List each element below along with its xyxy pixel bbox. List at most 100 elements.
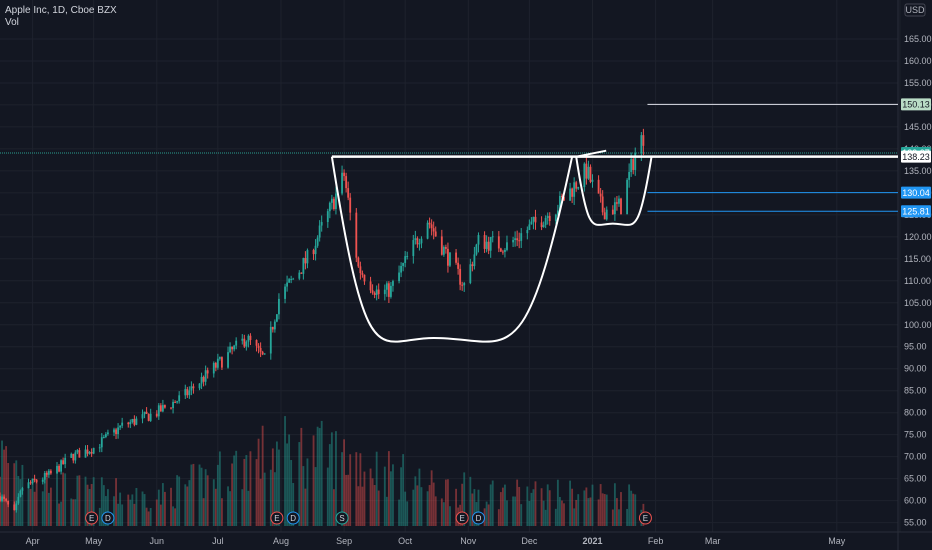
volume-bar xyxy=(599,484,602,526)
candle-body xyxy=(231,346,234,350)
candle-body xyxy=(489,237,492,251)
candle-body xyxy=(485,241,488,249)
candle-body xyxy=(483,235,486,249)
candle-body xyxy=(235,340,238,346)
candle-body xyxy=(47,470,50,475)
volume-bar xyxy=(119,492,122,526)
candle-body xyxy=(157,405,160,417)
volume-bar xyxy=(373,485,376,526)
candle-body xyxy=(131,418,134,423)
volume-bar xyxy=(206,475,209,526)
x-tick-label: Jul xyxy=(212,536,224,546)
candle-body xyxy=(84,449,87,458)
candle-body xyxy=(583,163,586,188)
earnings-marker-label: E xyxy=(274,514,279,523)
horizontal-levels[interactable] xyxy=(0,103,898,212)
candle-body xyxy=(499,248,502,252)
candle-body xyxy=(554,214,557,221)
volume-bar xyxy=(390,471,392,526)
dividend-marker-label: D xyxy=(476,514,482,523)
candle-body xyxy=(491,236,494,238)
dividend-marker xyxy=(286,511,300,525)
candle-body xyxy=(363,274,366,282)
volume-bar xyxy=(62,472,65,526)
volume-bar xyxy=(618,509,620,526)
candle-body xyxy=(469,264,472,283)
candle-body xyxy=(385,283,388,290)
x-tick-label: Feb xyxy=(648,536,664,546)
dividend-marker-label: D xyxy=(290,514,296,523)
candle-body xyxy=(428,222,431,225)
candle-body xyxy=(330,198,333,203)
candle-body xyxy=(45,472,48,475)
volume-bar xyxy=(491,480,494,526)
candle-body xyxy=(383,289,386,295)
candle-body xyxy=(406,256,409,258)
volume-bar xyxy=(613,483,616,526)
candle-body xyxy=(532,216,535,222)
candle-body xyxy=(273,321,276,330)
candle-body xyxy=(302,257,305,274)
volume-bar xyxy=(316,426,319,526)
volume-bar xyxy=(233,455,236,526)
candle-body xyxy=(102,437,105,439)
candle-body xyxy=(155,413,158,417)
volume-bar xyxy=(261,425,264,526)
candle-body xyxy=(416,238,419,245)
volume-bar xyxy=(221,498,223,526)
volume-bar xyxy=(192,463,195,526)
volume-bar xyxy=(284,416,286,526)
cup-and-handle-drawing[interactable] xyxy=(330,149,653,343)
volume-bar xyxy=(147,511,150,526)
volume-bar xyxy=(74,499,77,526)
candle-body xyxy=(278,298,280,315)
price-tag xyxy=(901,150,931,163)
symbol-title[interactable]: Apple Inc, 1D, Cboe BZX xyxy=(5,5,117,16)
candle-body xyxy=(642,135,645,146)
candle-body xyxy=(35,480,38,482)
volume-bar xyxy=(420,487,423,526)
candle-body xyxy=(27,482,30,489)
volume-bar xyxy=(440,498,443,526)
candle-body xyxy=(314,245,317,255)
volume-bar xyxy=(273,472,276,526)
volume-bar xyxy=(432,482,435,526)
volume-bar xyxy=(161,483,164,526)
volume-bar xyxy=(603,494,606,526)
volume-bar xyxy=(447,479,449,526)
candle-body xyxy=(487,241,490,251)
volume-bar xyxy=(135,487,138,526)
volume-bar xyxy=(349,454,352,526)
volume-bar xyxy=(43,473,46,526)
volume-bar xyxy=(164,491,166,526)
volume-bar xyxy=(198,464,201,526)
volume-bar xyxy=(400,467,403,526)
volume-bar xyxy=(449,506,451,526)
candle-body xyxy=(497,236,500,249)
candle-body xyxy=(115,429,117,435)
candle-body xyxy=(377,289,380,295)
candle-body xyxy=(300,272,303,274)
volume-bar xyxy=(72,499,75,526)
candle-body xyxy=(141,414,144,419)
volume-bar xyxy=(558,496,561,526)
time-axis[interactable]: Apr May Jun Jul Aug Sep Oct Nov Dec 2021 Feb Mar May xyxy=(26,536,846,546)
volume-bar xyxy=(332,489,335,526)
candle-body xyxy=(86,449,89,454)
candle-body xyxy=(90,452,93,454)
earnings-marker xyxy=(270,511,284,525)
volume-bar xyxy=(620,492,622,526)
candle-body xyxy=(216,358,219,368)
volume-bar xyxy=(571,488,574,526)
x-tick-label: Nov xyxy=(460,536,477,546)
candle-body xyxy=(1,496,3,501)
volume-bar xyxy=(269,469,272,526)
candle-body xyxy=(72,453,75,461)
x-tick-label: Oct xyxy=(398,536,413,546)
volume-bar xyxy=(129,499,132,526)
volume-bar xyxy=(27,483,30,526)
volume-bar xyxy=(518,486,521,526)
